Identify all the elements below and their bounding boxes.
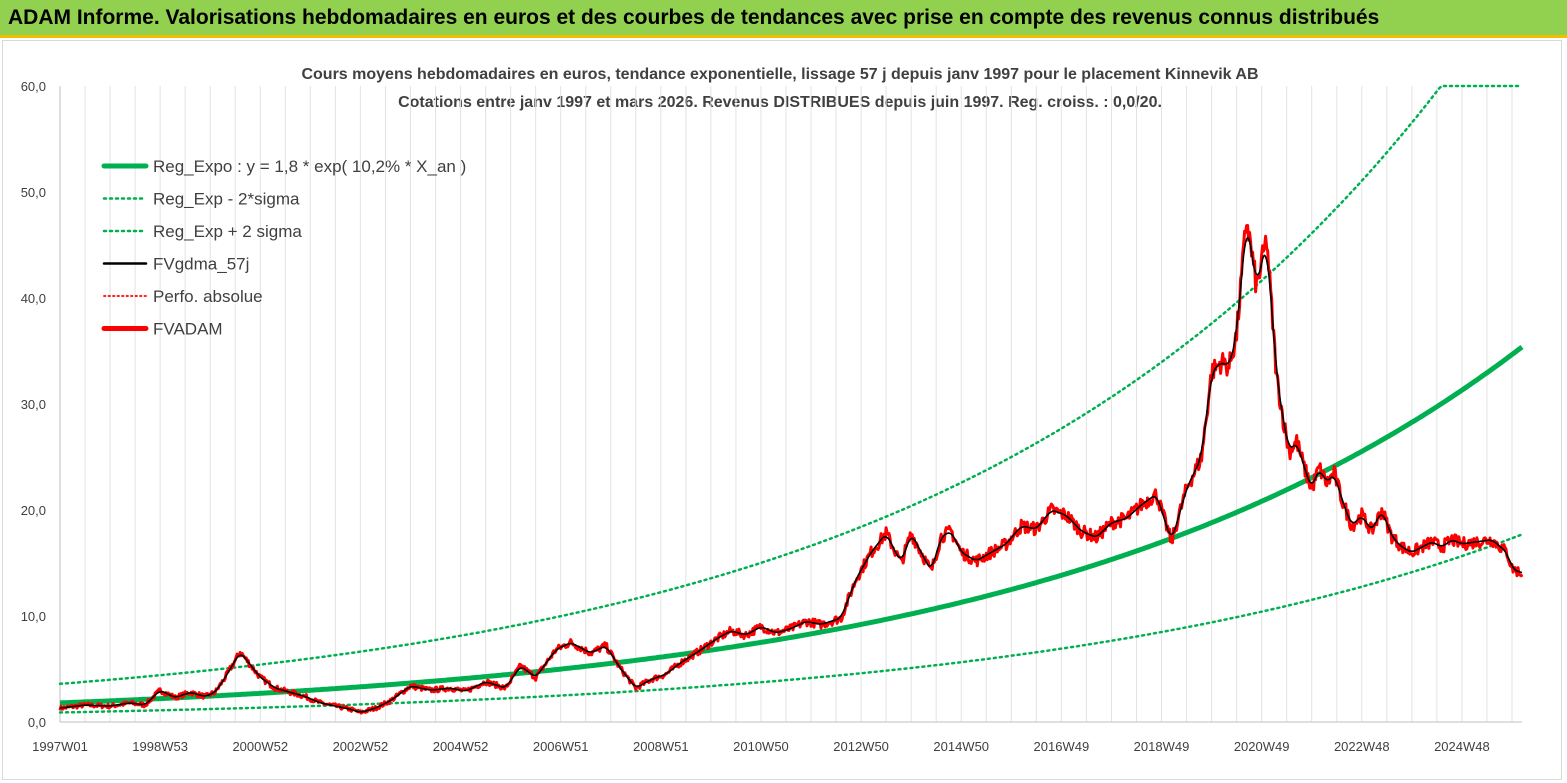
- series-reg-expo: [59, 345, 1524, 706]
- series-reg-minus-2sigma: [58, 533, 1524, 714]
- x-tick-label: 2022W48: [1334, 739, 1390, 754]
- legend: Reg_Expo : y = 1,8 * exp( 10,2% * X_an )…: [101, 157, 466, 339]
- x-tick-label: 2016W49: [1034, 739, 1090, 754]
- legend-fvgdma-57j: FVgdma_57j: [153, 255, 249, 274]
- y-tick-label: 10,0: [21, 609, 46, 624]
- series-fvadam: [58, 224, 1524, 715]
- x-tick-label: 2002W52: [333, 739, 389, 754]
- legend-fvadam: FVADAM: [153, 320, 223, 339]
- x-tick-label: 2020W49: [1234, 739, 1290, 754]
- legend-reg-expo: Reg_Expo : y = 1,8 * exp( 10,2% * X_an ): [153, 157, 466, 176]
- series-layer: [58, 84, 1524, 715]
- series-reg-plus-2sigma: [58, 84, 1524, 686]
- legend-reg-minus-2sigma: Reg_Exp - 2*sigma: [153, 190, 300, 209]
- x-tick-label: 2008W51: [633, 739, 689, 754]
- x-tick-label: 1997W01: [32, 739, 88, 754]
- grid: [59, 86, 1513, 722]
- x-tick-label: 2018W49: [1134, 739, 1190, 754]
- x-tick-label: 2012W50: [833, 739, 889, 754]
- x-tick-label: 2004W52: [433, 739, 489, 754]
- legend-perfo-absolue: Perfo. absolue: [153, 287, 263, 306]
- x-tick-label: 2010W50: [733, 739, 789, 754]
- report-banner: ADAM Informe. Valorisations hebdomadaire…: [0, 0, 1567, 38]
- chart-title: Cours moyens hebdomadaires en euros, ten…: [301, 66, 1258, 83]
- axes: 0,0 10,0 20,0 30,0 40,0 50,0 60,0 1997W01 1998W5…: [21, 79, 1522, 754]
- y-tick-label: 20,0: [21, 503, 46, 518]
- legend-reg-plus-2sigma: Reg_Exp + 2 sigma: [153, 222, 302, 241]
- x-tick-label: 2024W48: [1434, 739, 1490, 754]
- chart-frame: [2, 40, 1562, 780]
- x-tick-label: 2014W50: [933, 739, 989, 754]
- y-tick-label: 60,0: [21, 79, 46, 94]
- y-tick-label: 40,0: [21, 291, 46, 306]
- y-tick-label: 30,0: [21, 397, 46, 412]
- chart-subtitle: Cotations entre janv 1997 et mars 2026. …: [398, 94, 1162, 111]
- x-tick-label: 2006W51: [533, 739, 589, 754]
- y-tick-label: 0,0: [28, 715, 46, 730]
- series-fvgdma-57j: [59, 237, 1523, 713]
- x-tick-label: 1998W53: [132, 739, 188, 754]
- x-tick-label: 2000W52: [232, 739, 288, 754]
- y-tick-label: 50,0: [21, 185, 46, 200]
